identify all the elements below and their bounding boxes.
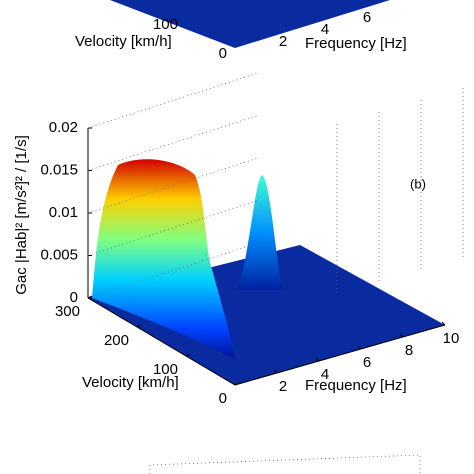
x-axis-label: Frequency [Hz] (305, 35, 407, 52)
tick-mark (185, 353, 191, 357)
grid-line (87, 242, 259, 299)
y-tick-label: 300 (55, 303, 80, 320)
tick-mark (234, 382, 240, 386)
x-tick-label: 4 (321, 21, 329, 38)
x-tick-label: 6 (363, 9, 371, 26)
z-tick-label: 0.01 (49, 204, 78, 221)
z-axis-label: Gac |Hab|² [m/s²]² / [1/s] (13, 135, 30, 295)
x-tick-label: 6 (363, 354, 371, 371)
tick-mark (315, 357, 320, 362)
z-tick-label: 0 (70, 289, 78, 306)
x-tick-label: 10 (443, 330, 460, 347)
y-tick-label: 100 (153, 361, 178, 378)
tick-mark (87, 295, 93, 299)
surface-peak (238, 175, 282, 290)
z-tick-label: 0.015 (40, 161, 78, 178)
z-tick-label: 0.02 (49, 119, 78, 136)
x-tick-label: 2 (279, 33, 287, 50)
x-axis-label: Frequency [Hz] (305, 377, 407, 394)
grid-line (87, 72, 259, 129)
y-tick-label: 0 (219, 45, 227, 62)
y-tick-label: 100 (153, 16, 178, 33)
tick-mark (441, 321, 446, 326)
surface-peak (92, 159, 235, 360)
x-tick-label: 2 (279, 378, 287, 395)
tick-mark (357, 345, 362, 350)
next-plot-edge (149, 454, 421, 474)
tick-mark (136, 324, 142, 328)
axis-line (87, 297, 236, 386)
x-tick-label: 8 (405, 342, 413, 359)
surface-floor (110, 0, 390, 48)
y-tick-label: 0 (219, 390, 227, 407)
annotation: (b) (410, 176, 426, 191)
y-tick-label: 200 (104, 332, 129, 349)
x-tick-label: 4 (321, 366, 329, 383)
tick-mark (399, 333, 404, 338)
y-axis-label: Velocity [km/h] (82, 374, 179, 391)
y-axis-label: Velocity [km/h] (75, 33, 172, 50)
z-tick-label: 0.005 (40, 246, 78, 263)
tick-mark (273, 369, 278, 374)
grid-line (87, 157, 259, 214)
grid-line (87, 115, 259, 171)
grid-line (87, 200, 259, 256)
axis-line (234, 324, 446, 386)
